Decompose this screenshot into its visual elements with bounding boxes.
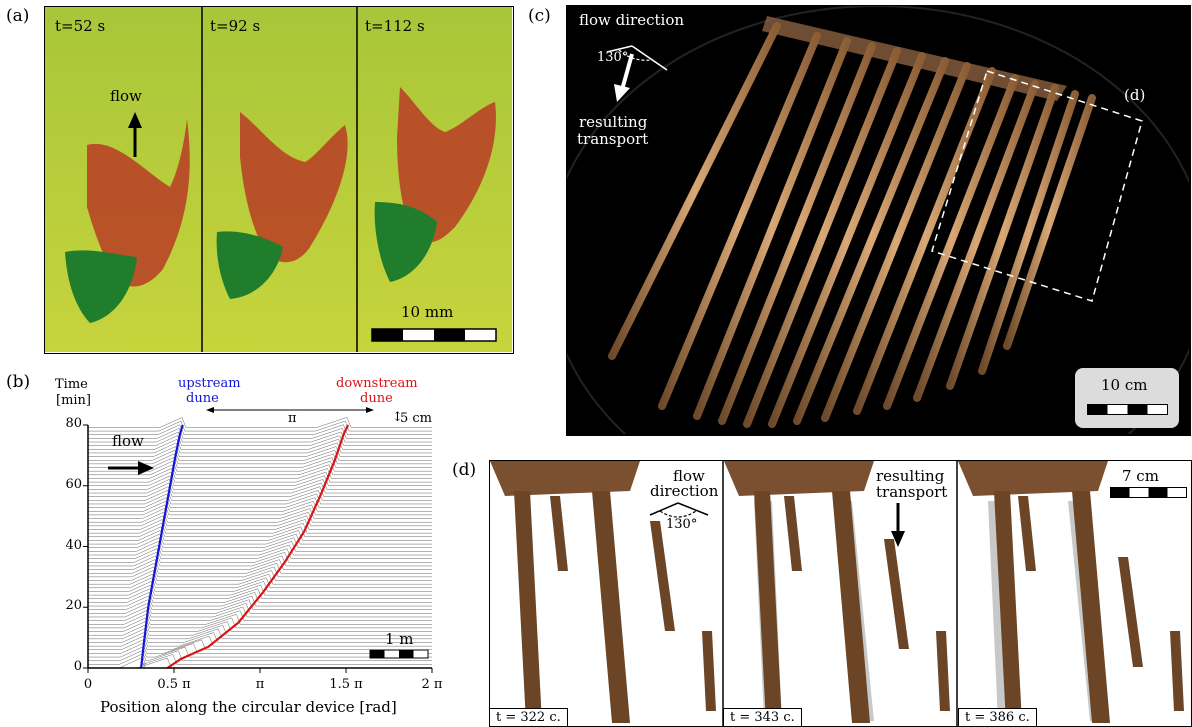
y-tick-label: 20 [65,598,82,614]
upstream-dune-line [140,424,184,669]
inset-box [931,70,1143,302]
frame-2-time: t=92 s [210,17,261,35]
x-tick-label: 0.5 π [157,677,191,692]
dune-sequence-image [490,461,1190,726]
downstream-dune-line [166,424,350,669]
frame-3-time: t=112 s [365,17,425,35]
dune-streak [693,37,851,420]
frame-2-dunes [216,112,348,299]
height-scale-icon: ↕ [392,410,403,425]
downstream-label-1: downstream [336,376,418,391]
d-flow-2: direction [650,482,719,500]
c-direction-icon [606,45,668,102]
d-direction-icon [649,502,709,518]
frame-1-dunes [65,119,190,323]
c-flow-direction: flow direction [579,11,685,29]
c-inset-label: (d) [1124,86,1146,104]
dune-streak [978,90,1079,375]
d-transport-1: resulting [876,467,945,485]
c-transport-2: transport [577,130,649,148]
height-scale-label: 5 cm [400,411,433,426]
d-time-1: t = 322 c. [490,708,568,726]
panel-b-label: (b) [6,372,31,392]
dune-streak [608,22,781,360]
x-tick-label: 0 [83,677,93,692]
dune-streak [658,32,821,410]
d-transport-2: transport [876,483,948,501]
c-angle: 130° [597,50,629,65]
y-tick-label: 40 [65,537,82,553]
dune-field-image [567,6,1189,434]
flow-label: flow [110,87,142,105]
dune-streak [743,47,901,428]
d-scale-bar [1110,487,1187,498]
x-axis-label: Position along the circular device [rad] [100,698,397,716]
panel-b-chart [83,407,433,673]
panel-a-photo: t=52 s t=92 s t=112 s flow 10 mm [44,6,514,354]
dune-streak [913,80,1039,402]
dune-streak [946,84,1059,390]
y-tick-label: 80 [65,416,82,431]
d-flow-1: flow [673,467,705,485]
panel-c-label: (c) [528,6,551,26]
dune-streak [718,42,876,425]
panel-a-image [45,7,512,352]
separation-label: π [288,411,297,426]
dune-profile-stack [88,417,432,669]
panel-d-label: (d) [452,460,477,480]
b-flow-label: flow [112,432,144,450]
dune-streak [853,67,996,415]
d-time-3: t = 386 c. [958,708,1037,726]
dune-streak [768,52,926,428]
panel-d-photos: flow direction 130° resulting transport … [489,460,1192,727]
dune-streak [793,57,949,425]
y-title-2: [min] [56,393,92,408]
upstream-label-1: upstream [178,376,241,391]
downstream-label-2: dune [360,391,393,406]
panel-a-label: (a) [6,6,30,26]
y-tick-label: 0 [73,659,82,674]
frame-1-time: t=52 s [55,17,106,35]
d-scale-label: 7 cm [1122,467,1159,485]
d-angle: 130° [666,517,698,532]
dune-streak [883,74,1019,410]
y-title-1: Time [55,377,88,392]
dune-streak [821,62,971,422]
x-tick-label: π [255,677,265,692]
c-scale-label: 10 cm [1101,376,1148,394]
d-transport-arrow-icon [891,503,905,547]
b-scale-label: 1 m [385,630,414,648]
c-scale-box: 10 cm [1075,368,1179,428]
x-tick-label: 2 π [421,677,443,692]
dune-streak [1003,94,1096,350]
c-transport-1: resulting [579,113,648,131]
scale-label: 10 mm [401,303,454,321]
upstream-label-2: dune [186,391,219,406]
x-tick-label: 1.5 π [329,677,363,692]
panel-c-photo: flow direction 130° resulting transport … [566,5,1191,436]
frame-3-dunes [374,87,496,282]
y-tick-label: 60 [65,476,82,492]
d-time-2: t = 343 c. [723,708,802,726]
